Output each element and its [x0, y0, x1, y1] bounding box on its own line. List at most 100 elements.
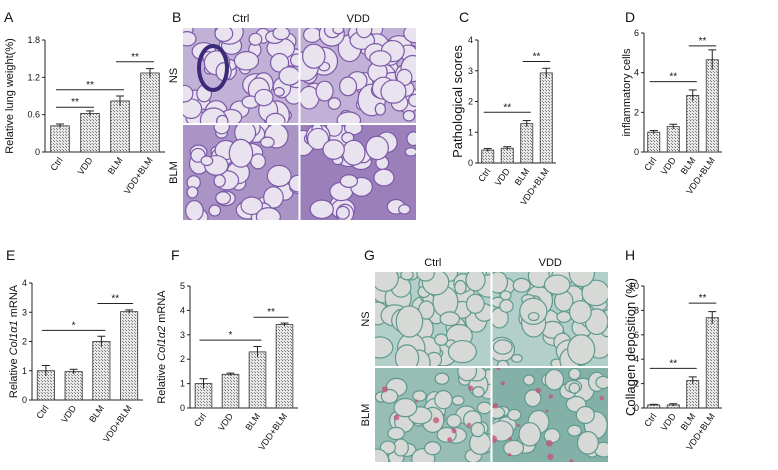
alveolus	[567, 334, 596, 366]
micrograph-panel-g: G Ctrl VDD NS BLM	[360, 247, 608, 462]
y-tick-label: 2	[180, 354, 185, 364]
alveolus	[434, 372, 450, 385]
y-tick-label: 1	[468, 127, 473, 137]
alveolus	[492, 307, 509, 329]
alveolus	[255, 207, 281, 220]
alveolus	[434, 333, 449, 346]
y-tick-label: 0	[634, 147, 639, 157]
micrograph-tile	[300, 28, 416, 123]
collagen-stain	[545, 439, 553, 447]
alveolus	[394, 344, 420, 366]
alveolus	[406, 131, 416, 147]
significance-label: *	[72, 320, 76, 331]
x-tick-label: BLM	[513, 166, 532, 187]
alveolus	[272, 28, 290, 41]
alveolus	[499, 299, 514, 313]
collagen-stain	[496, 368, 501, 371]
alveolus	[416, 272, 435, 282]
panel-letter: A	[4, 9, 14, 25]
bar	[705, 59, 719, 153]
micrograph-row-label: NS	[360, 311, 372, 326]
y-tick-label: 4	[180, 305, 185, 315]
collagen-stain	[492, 402, 499, 409]
alveolus	[519, 297, 548, 325]
alveolus	[265, 112, 286, 123]
y-tick-label: 6	[634, 330, 639, 340]
tissue	[183, 125, 299, 220]
y-tick-label: 0	[180, 403, 185, 413]
alveolus	[465, 293, 485, 314]
y-axis-label: Relative lung weight(%)	[4, 38, 16, 154]
alveolus	[457, 368, 478, 382]
alveolus	[289, 53, 299, 68]
collagen-stain	[547, 453, 554, 460]
panel-letter: G	[364, 247, 375, 263]
collagen-stain	[414, 399, 418, 403]
alveolus	[315, 80, 334, 102]
x-tick-label: BLM	[87, 403, 106, 424]
micrograph-tile	[183, 125, 299, 220]
micrograph-row-label: BLM	[360, 404, 372, 427]
significance-label: **	[533, 52, 541, 63]
alveolus	[412, 390, 427, 402]
y-tick-label: 10	[629, 281, 639, 291]
alveolus	[496, 359, 510, 366]
alveolus	[215, 114, 229, 123]
bar	[686, 95, 700, 153]
bar	[221, 373, 240, 409]
alveolus	[439, 311, 461, 327]
significance-label: **	[503, 102, 511, 113]
significance-label: **	[131, 52, 139, 63]
x-tick-label: Ctrl	[642, 155, 658, 172]
alveolus	[380, 79, 407, 104]
alveolus	[492, 272, 509, 294]
collagen-stain	[451, 428, 457, 434]
alveolus	[400, 272, 414, 281]
bar	[120, 311, 139, 401]
collagen-stain	[516, 423, 521, 428]
y-tick-label: 2	[468, 97, 473, 107]
x-tick-label: Ctrl	[192, 411, 208, 428]
alveolus	[332, 28, 345, 35]
y-tick-label: 4	[22, 278, 27, 288]
alveolus	[543, 428, 561, 444]
alveolus	[374, 102, 386, 116]
micrograph-tile	[375, 272, 491, 366]
tissue	[375, 368, 491, 462]
bar	[248, 351, 267, 409]
panel-letter: B	[172, 9, 181, 25]
alveolus	[309, 199, 334, 220]
bar	[50, 125, 70, 153]
alveolus	[507, 408, 522, 421]
alveolus	[556, 310, 572, 323]
alveolus	[260, 136, 275, 149]
alveolus	[288, 174, 299, 193]
alveolus	[446, 413, 462, 428]
alveolus	[510, 353, 523, 363]
alveolus	[527, 311, 540, 322]
collagen-stain	[535, 387, 541, 394]
alveolus	[200, 155, 214, 167]
alveolus	[339, 174, 359, 188]
collagen-stain	[466, 422, 472, 428]
micrograph-column-label: Ctrl	[232, 13, 249, 25]
alveolus	[183, 84, 194, 103]
panel-letter: D	[625, 9, 635, 25]
alveolus	[379, 440, 396, 455]
alveolus	[183, 31, 197, 47]
micrograph-column-label: VDD	[347, 13, 370, 25]
alveolus	[248, 32, 263, 46]
y-tick-label: 5	[180, 281, 185, 291]
significance-label: *	[229, 330, 233, 341]
bar	[92, 341, 111, 401]
alveolus	[254, 88, 274, 107]
y-tick-label: 2	[634, 379, 639, 389]
collagen-stain	[432, 417, 440, 424]
y-tick-label: 1	[22, 366, 27, 376]
alveolus	[492, 406, 506, 419]
bar	[275, 324, 294, 409]
micrograph-tile	[375, 368, 491, 462]
alveolus	[544, 368, 565, 391]
y-axis-label-part: mRNA	[156, 290, 168, 326]
